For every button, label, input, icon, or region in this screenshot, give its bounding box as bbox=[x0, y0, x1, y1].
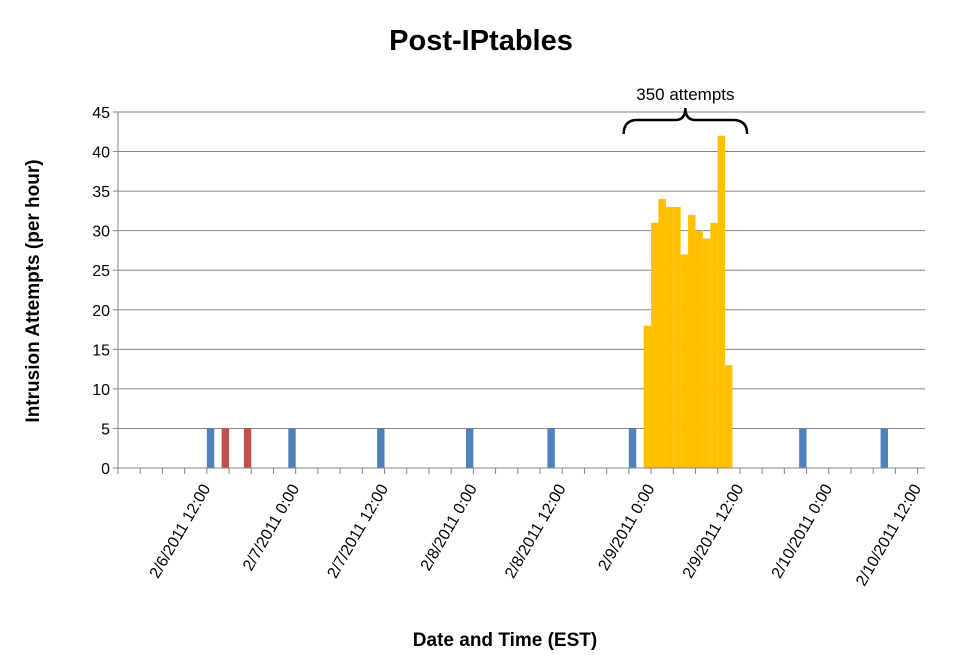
x-axis-label: Date and Time (EST) bbox=[413, 630, 597, 651]
y-tick-label: 15 bbox=[92, 342, 110, 359]
y-tick-label: 45 bbox=[92, 105, 110, 122]
y-axis-label: Intrusion Attempts (per hour) bbox=[23, 159, 44, 422]
bar bbox=[547, 428, 555, 468]
bar bbox=[465, 428, 474, 468]
x-tick-label: 2/9/2011 12:00 bbox=[680, 481, 748, 581]
bar bbox=[243, 428, 252, 468]
x-tick-label: 2/7/2011 12:00 bbox=[324, 481, 392, 581]
bar bbox=[377, 428, 385, 468]
bar bbox=[799, 428, 807, 468]
y-tick-label: 10 bbox=[92, 382, 110, 399]
bar bbox=[651, 222, 659, 468]
x-tick-label: 2/10/2011 12:00 bbox=[853, 481, 925, 589]
annotation-label: 350 attempts bbox=[636, 85, 734, 104]
bar bbox=[695, 230, 703, 468]
bar bbox=[665, 206, 674, 468]
bar bbox=[717, 135, 726, 468]
bar bbox=[680, 254, 689, 468]
bar bbox=[725, 365, 733, 468]
bar bbox=[688, 214, 696, 468]
y-tick-label: 25 bbox=[92, 263, 110, 280]
x-tick-label: 2/10/2011 0:00 bbox=[769, 481, 837, 581]
bar bbox=[673, 206, 681, 468]
x-tick-label: 2/8/2011 12:00 bbox=[502, 481, 570, 581]
bar bbox=[702, 238, 711, 468]
bar bbox=[643, 325, 652, 468]
y-tick-label: 20 bbox=[92, 303, 110, 320]
chart-title: Post-IPtables bbox=[389, 25, 573, 57]
bar bbox=[710, 222, 718, 468]
y-tick-label: 40 bbox=[92, 145, 110, 162]
x-tick-label: 2/9/2011 0:00 bbox=[595, 481, 658, 573]
bar bbox=[221, 428, 230, 468]
y-tick-label: 35 bbox=[92, 184, 110, 201]
x-tick-label: 2/7/2011 0:00 bbox=[240, 481, 303, 573]
bar bbox=[658, 199, 666, 468]
x-tick-label: 2/6/2011 12:00 bbox=[147, 481, 215, 581]
x-tick-label: 2/8/2011 0:00 bbox=[418, 481, 481, 573]
brace-annotation bbox=[622, 107, 749, 135]
bar bbox=[628, 428, 637, 468]
bar bbox=[288, 428, 296, 468]
y-tick-label: 5 bbox=[101, 421, 110, 438]
y-tick-label: 0 bbox=[101, 461, 110, 478]
y-tick-label: 30 bbox=[92, 224, 110, 241]
bar bbox=[206, 428, 215, 468]
bar bbox=[880, 428, 888, 468]
